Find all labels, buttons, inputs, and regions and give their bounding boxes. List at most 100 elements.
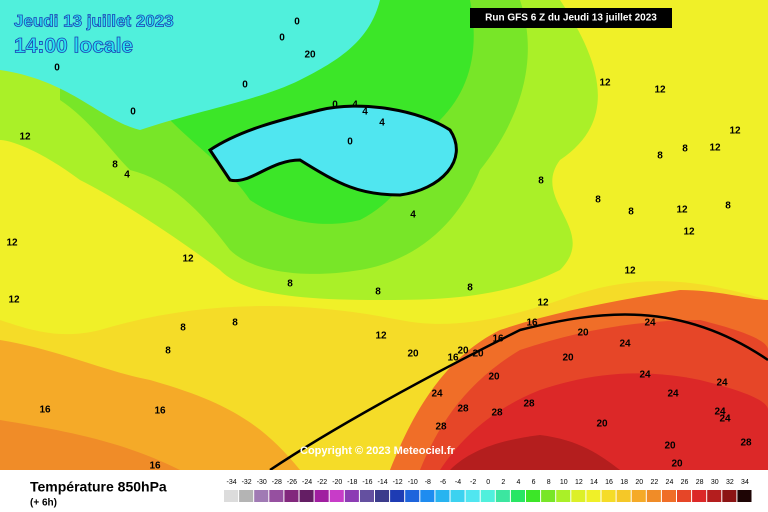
scale-label: -34 <box>226 479 236 486</box>
contour-label: 8 <box>375 287 381 298</box>
scale-swatch <box>495 490 510 502</box>
scale-label: 14 <box>590 479 598 486</box>
scale-label: 6 <box>532 479 536 486</box>
scale-swatch <box>239 490 254 502</box>
scale-label: 16 <box>605 479 613 486</box>
scale-label: -6 <box>440 479 446 486</box>
contour-label: 0 <box>242 80 248 91</box>
contour-label: 24 <box>431 389 443 400</box>
scale-swatch <box>601 490 616 502</box>
contour-label: 4 <box>362 107 368 118</box>
footer-title: Température 850hPa <box>30 479 167 495</box>
scale-swatch <box>661 490 676 502</box>
contour-label: 4 <box>124 170 130 181</box>
contour-label: 0 <box>279 33 285 44</box>
contour-label: 28 <box>491 408 503 419</box>
scale-label: -20 <box>332 479 342 486</box>
scale-label: 8 <box>547 479 551 486</box>
scale-swatch <box>435 490 450 502</box>
contour-label: 8 <box>112 160 118 171</box>
scale-swatch <box>616 490 631 502</box>
contour-label: 4 <box>352 100 358 111</box>
run-info: Run GFS 6 Z du Jeudi 13 juillet 2023 <box>485 13 657 24</box>
scale-swatch <box>314 490 329 502</box>
scale-label: 0 <box>486 479 490 486</box>
scale-swatch <box>390 490 405 502</box>
scale-label: 26 <box>681 479 689 486</box>
scale-label: 10 <box>560 479 568 486</box>
scale-swatch <box>344 490 359 502</box>
contour-label: 8 <box>467 283 473 294</box>
scale-swatch <box>284 490 299 502</box>
scale-swatch <box>586 490 601 502</box>
run-box <box>470 8 672 28</box>
contour-label: 28 <box>523 399 535 410</box>
scale-label: -30 <box>257 479 267 486</box>
contour-label: 16 <box>526 318 538 329</box>
scale-label: 32 <box>726 479 734 486</box>
contour-label: 24 <box>714 407 726 418</box>
scale-label: -4 <box>455 479 461 486</box>
scale-label: 22 <box>650 479 658 486</box>
contour-label: 20 <box>304 50 316 61</box>
scale-swatch <box>420 490 435 502</box>
contour-label: 20 <box>577 328 589 339</box>
contour-label: 0 <box>294 17 300 28</box>
scale-swatch <box>269 490 284 502</box>
contour-label: 28 <box>740 438 752 449</box>
contour-label: 16 <box>39 405 51 416</box>
scale-swatch <box>480 490 495 502</box>
contour-label: 24 <box>716 378 728 389</box>
scale-label: -22 <box>317 479 327 486</box>
scale-label: -2 <box>470 479 476 486</box>
footer-subtitle: (+ 6h) <box>30 498 57 509</box>
scale-label: -32 <box>242 479 252 486</box>
scale-swatch <box>722 490 737 502</box>
contour-label: 8 <box>628 207 634 218</box>
contour-label: 24 <box>719 414 731 425</box>
scale-swatch <box>541 490 556 502</box>
contour-label: 16 <box>154 406 166 417</box>
scale-label: -18 <box>347 479 357 486</box>
contour-label: 12 <box>599 78 611 89</box>
contour-label: 20 <box>472 349 484 360</box>
scale-swatch <box>405 490 420 502</box>
time: 14:00 locale <box>14 35 133 58</box>
contour-label: 12 <box>6 238 18 249</box>
contour-label: 0 <box>130 107 136 118</box>
contour-label: 8 <box>165 346 171 357</box>
temperature-field <box>0 0 768 472</box>
contour-label: 12 <box>537 298 549 309</box>
contour-label: 24 <box>639 370 651 381</box>
contour-label: 16 <box>149 461 161 472</box>
scale-label: -28 <box>272 479 282 486</box>
scale-label: 12 <box>575 479 583 486</box>
scale-label: 18 <box>620 479 628 486</box>
scale-label: -14 <box>377 479 387 486</box>
contour-label: 12 <box>676 205 688 216</box>
contour-label: 20 <box>457 346 469 357</box>
color-scale: -34 -32 -30 -28 -26 -24 -22 -20 -18 -16 -14 -12 -10-… <box>224 479 752 502</box>
contour-label: 0 <box>332 100 338 111</box>
scale-swatch <box>465 490 480 502</box>
scale-swatch <box>254 490 269 502</box>
scale-label: 4 <box>516 479 520 486</box>
scale-label: -12 <box>393 479 403 486</box>
contour-label: 8 <box>657 151 663 162</box>
scale-swatch <box>646 490 661 502</box>
contour-label: 12 <box>8 295 20 306</box>
scale-swatch <box>526 490 541 502</box>
contour-label: 20 <box>407 349 419 360</box>
contour-label: 8 <box>725 201 731 212</box>
scale-swatch <box>677 490 692 502</box>
contour-label: 4 <box>410 210 416 221</box>
scale-label: -16 <box>362 479 372 486</box>
contour-label: 12 <box>709 143 721 154</box>
contour-label: 20 <box>488 372 500 383</box>
contour-label: 12 <box>654 85 666 96</box>
contour-label: 24 <box>619 339 631 350</box>
scale-swatch <box>375 490 390 502</box>
scale-label: 2 <box>501 479 505 486</box>
scale-label: 34 <box>741 479 749 486</box>
